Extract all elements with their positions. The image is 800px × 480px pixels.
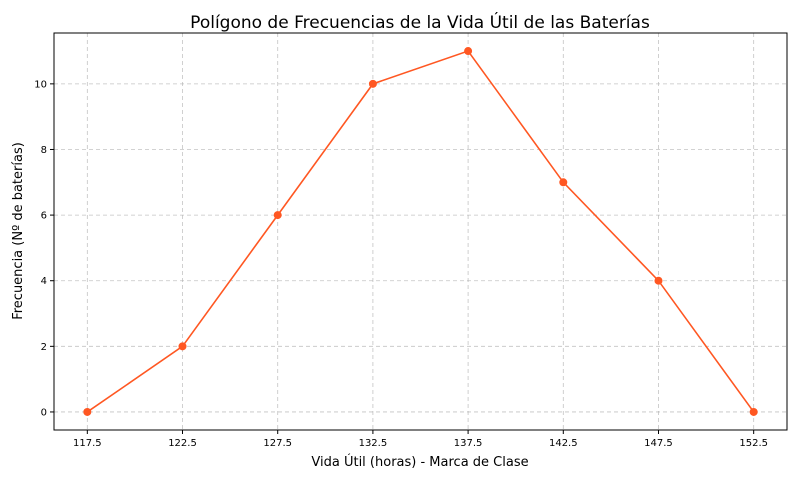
y-tick-label: 2 — [41, 342, 47, 353]
tick-layer: 117.5 122.5 127.5 132.5 137.5 142.5 147.5 152.5… — [34, 79, 768, 449]
x-tick-label: 137.5 — [454, 438, 483, 449]
y-tick-label: 10 — [34, 79, 47, 90]
data-point — [654, 276, 663, 285]
y-tick-label: 0 — [41, 407, 47, 418]
chart-title: Polígono de Frecuencias de la Vida Útil … — [190, 11, 650, 33]
x-tick-label: 142.5 — [549, 438, 578, 449]
plot-frame — [53, 32, 788, 431]
x-tick-label: 147.5 — [644, 438, 673, 449]
y-tick-label: 8 — [41, 145, 47, 156]
x-tick-label: 127.5 — [263, 438, 292, 449]
x-tick-label: 152.5 — [739, 438, 768, 449]
data-point — [178, 342, 187, 351]
y-axis-label: Frecuencia (Nº de baterías) — [11, 142, 26, 320]
data-point — [749, 407, 758, 416]
series-layer — [83, 47, 758, 416]
data-point — [273, 211, 282, 220]
x-tick-label: 132.5 — [359, 438, 388, 449]
x-tick-label: 117.5 — [73, 438, 102, 449]
data-point — [559, 178, 568, 187]
data-point — [368, 79, 377, 88]
x-tick-label: 122.5 — [168, 438, 197, 449]
data-point — [83, 407, 92, 416]
data-point — [464, 47, 473, 56]
x-axis-label: Vida Útil (horas) - Marca de Clase — [311, 454, 528, 470]
grid-layer — [54, 33, 787, 430]
series-line — [86, 50, 755, 413]
y-tick-label: 6 — [41, 211, 47, 222]
y-tick-label: 4 — [41, 276, 47, 287]
